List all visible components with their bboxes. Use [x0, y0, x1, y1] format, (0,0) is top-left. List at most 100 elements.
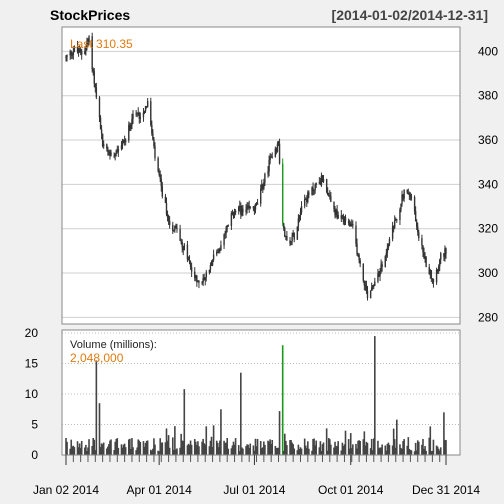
candle-body	[291, 236, 293, 242]
volume-bar	[113, 450, 115, 455]
candle-body	[139, 117, 142, 119]
volume-bar	[237, 445, 240, 455]
candle-body	[122, 139, 125, 143]
volume-axis-ticks: 0 5 10 15 20	[25, 326, 39, 462]
candle-body	[392, 226, 395, 228]
volume-bar	[348, 448, 351, 455]
candle-body	[246, 207, 248, 210]
volume-bar	[198, 446, 200, 455]
volume-bar	[366, 442, 369, 455]
candle-body	[152, 133, 154, 140]
volume-bar	[128, 439, 130, 455]
volume-bar	[362, 439, 365, 455]
candle-body	[144, 106, 147, 112]
candle-body	[86, 41, 88, 47]
volume-bar	[443, 412, 445, 455]
candle-body	[256, 203, 259, 205]
volume-bar	[122, 444, 125, 455]
candle-body	[196, 275, 198, 283]
volume-bar	[333, 447, 335, 455]
x-tick-label: Dec 31 2014	[412, 483, 480, 497]
price-axis-ticks: 280 300 320 340 360 380 400	[478, 44, 498, 324]
candle-body	[128, 124, 130, 141]
candle-body	[76, 46, 79, 52]
volume-bar	[71, 446, 74, 455]
x-tick-label: Jan 02 2014	[33, 483, 99, 497]
candle-body	[242, 208, 244, 212]
candle-body	[223, 234, 225, 246]
candle-body	[355, 225, 357, 244]
volume-bar	[431, 450, 434, 455]
volume-bar	[269, 439, 271, 455]
x-axis-minor-ticks	[65, 455, 441, 462]
candle-body	[220, 245, 222, 251]
candle-body	[254, 203, 257, 210]
volume-bar	[439, 447, 442, 455]
volume-bar	[256, 438, 259, 455]
volume-bar	[417, 441, 420, 455]
candle-body	[239, 205, 241, 207]
candle-body	[230, 213, 233, 227]
volume-bar	[307, 441, 309, 455]
candle-body	[87, 41, 89, 43]
candle-body	[350, 223, 352, 227]
candle-body	[281, 163, 284, 224]
candle-body	[117, 148, 120, 152]
volume-bar	[85, 444, 87, 455]
candle-body	[296, 226, 299, 240]
volume-bar	[254, 438, 257, 455]
volume-bar	[246, 444, 248, 455]
volume-bar	[326, 450, 329, 455]
candle-body	[95, 87, 98, 98]
volume-bar	[435, 445, 438, 455]
volume-bar	[161, 442, 164, 455]
candle-body	[135, 113, 137, 115]
candle-body	[73, 46, 76, 52]
candle-body	[403, 189, 405, 199]
volume-bar	[337, 441, 339, 455]
volume-bar	[293, 448, 296, 455]
volume-bar	[186, 445, 189, 455]
candle-body	[358, 254, 360, 261]
price-tick-label: 300	[478, 266, 498, 280]
candle-body	[407, 192, 410, 194]
volume-bar	[334, 441, 336, 455]
volume-bar	[364, 445, 367, 455]
candle-body	[198, 281, 200, 283]
candle-body	[312, 187, 314, 191]
volume-bar	[121, 447, 124, 455]
candle-body	[286, 235, 288, 241]
volume-bar	[193, 439, 196, 455]
candle-body	[188, 260, 191, 263]
volume-bar	[407, 437, 410, 455]
volume-bar	[387, 442, 390, 455]
candle-body	[150, 101, 152, 125]
candle-body	[385, 253, 388, 257]
candle-body	[77, 51, 80, 53]
volume-bar	[276, 447, 279, 455]
volume-bar	[152, 448, 154, 455]
volume-bar	[116, 438, 119, 455]
volume-bar	[283, 433, 286, 455]
volume-bar	[197, 441, 199, 455]
volume-bar	[424, 446, 426, 455]
volume-bar	[205, 426, 208, 455]
candle-body	[269, 156, 271, 161]
volume-bar	[187, 443, 190, 455]
volume-bar	[151, 450, 153, 455]
candle-body	[327, 191, 329, 196]
volume-tick-label: 15	[25, 357, 39, 371]
volume-bar	[190, 444, 193, 455]
candle-body	[278, 143, 281, 164]
candle-body	[298, 215, 301, 219]
candle-body	[145, 106, 148, 108]
volume-bar	[249, 443, 252, 455]
candle-body	[311, 187, 313, 195]
volume-bar	[268, 441, 270, 455]
candle-body	[365, 285, 368, 291]
candle-body	[132, 113, 134, 120]
candle-body	[136, 112, 138, 114]
candle-body	[274, 148, 277, 157]
volume-bar	[408, 448, 411, 455]
volume-bar	[176, 448, 178, 455]
